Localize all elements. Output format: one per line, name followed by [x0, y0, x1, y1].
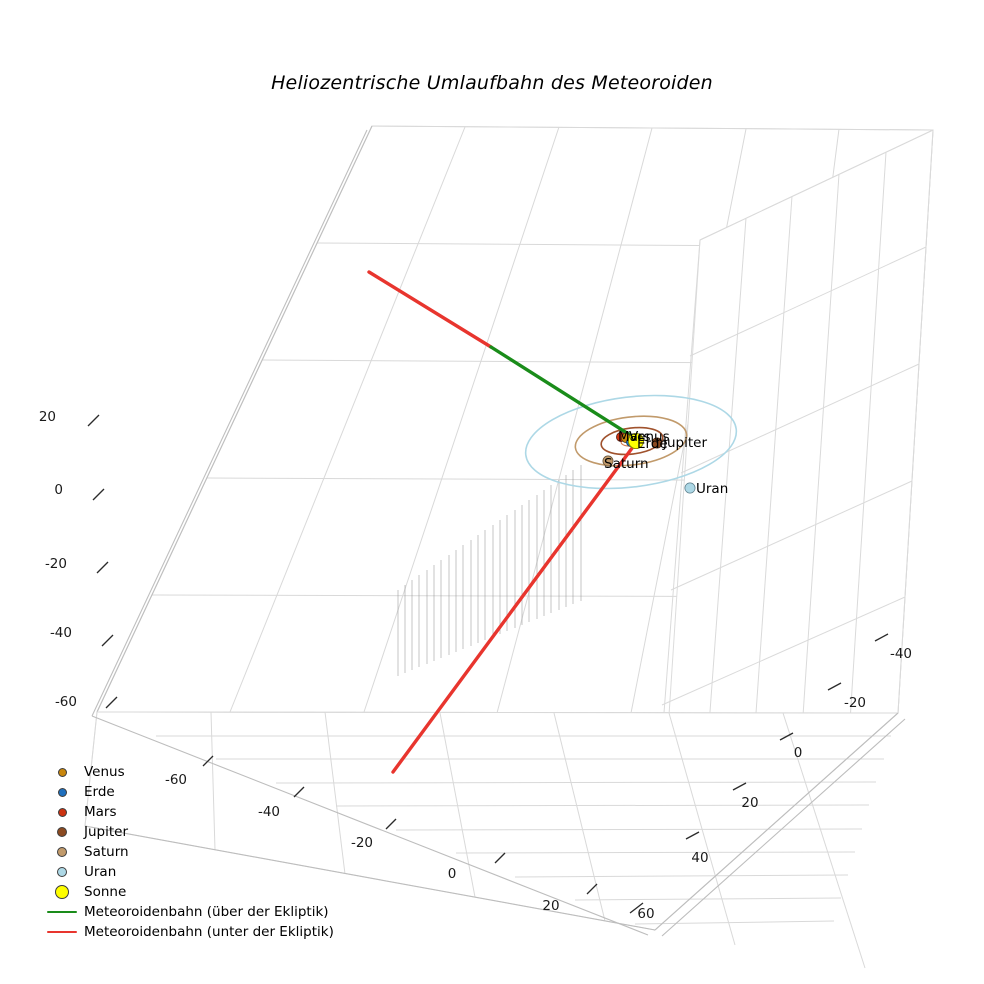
legend-label: Venus — [84, 764, 125, 780]
grid-floor — [96, 711, 899, 925]
z-tick-label: 0 — [54, 482, 63, 498]
body-label-saturn: Saturn — [604, 456, 649, 472]
legend-item-jupiter[interactable]: Jupiter — [44, 822, 334, 842]
uran-dot-icon — [44, 867, 80, 877]
sonne-dot-icon — [44, 885, 80, 899]
y-tick-label: -20 — [844, 695, 866, 711]
body-label-erde: Erde — [637, 436, 668, 452]
legend-item-uran[interactable]: Uran — [44, 862, 334, 882]
meteoroid-trajectory — [367, 270, 640, 774]
jupiter-dot-icon — [44, 827, 80, 837]
trajectory-red-upper — [367, 270, 493, 349]
celestial-bodies: Mars Venus Erde Jupiter Saturn Uran — [602, 429, 728, 497]
z-axis-tick-labels: 20 0 -20 -40 -60 — [39, 409, 77, 710]
legend-item-erde[interactable]: Erde — [44, 782, 334, 802]
x-tick-label: -60 — [165, 772, 187, 788]
axis-y-spine — [654, 712, 906, 937]
body-label-jupiter: Jupiter — [662, 435, 707, 451]
legend-label: Mars — [84, 804, 117, 820]
legend-label: Jupiter — [84, 824, 129, 840]
orbit-ellipses — [524, 394, 738, 490]
body-label-mars: Mars — [618, 429, 651, 445]
orbit-jupiter — [600, 426, 664, 456]
x-tick-label: 60 — [637, 906, 654, 922]
z-tick-label: -20 — [45, 556, 67, 572]
y-tick-label: 40 — [691, 850, 708, 866]
y-axis-tick-labels: -40 -20 0 20 40 — [691, 646, 912, 866]
legend-item-trajectory-above[interactable]: Meteoroidenbahn (über der Ekliptik) — [44, 902, 334, 922]
legend-label: Meteoroidenbahn (unter der Ekliptik) — [84, 924, 334, 940]
legend-item-mars[interactable]: Mars — [44, 802, 334, 822]
legend: Venus Erde Mars Jupiter Saturn — [44, 762, 334, 942]
marker-saturn[interactable] — [602, 455, 614, 467]
erde-dot-icon — [44, 787, 80, 797]
axis-x-spine — [84, 715, 656, 936]
legend-item-trajectory-below[interactable]: Meteoroidenbahn (unter der Ekliptik) — [44, 922, 334, 942]
red-line-icon — [44, 930, 80, 934]
body-label-uran: Uran — [696, 481, 728, 497]
axis-tick-marks — [87, 414, 889, 914]
axes3d-panes — [84, 125, 934, 969]
x-tick-label: -40 — [258, 804, 280, 820]
axis-z-spine — [91, 125, 373, 717]
z-tick-label: -60 — [55, 694, 77, 710]
trajectory-green — [489, 345, 640, 442]
legend-label: Sonne — [84, 884, 127, 900]
x-tick-label: 20 — [542, 898, 559, 914]
trajectory-red-lower — [391, 438, 640, 774]
legend-item-saturn[interactable]: Saturn — [44, 842, 334, 862]
grid-right-wall-verticals — [654, 129, 934, 832]
x-axis-tick-labels: -60 -40 -20 0 20 60 — [165, 772, 655, 922]
y-tick-label: 20 — [741, 795, 758, 811]
legend-label: Erde — [84, 784, 115, 800]
legend-label: Saturn — [84, 844, 129, 860]
orbit-saturn — [574, 415, 688, 467]
mars-dot-icon — [44, 807, 80, 817]
z-tick-label: 20 — [39, 409, 56, 425]
legend-label: Meteoroidenbahn (über der Ekliptik) — [84, 904, 329, 920]
page-title: Heliozentrische Umlaufbahn des Meteoroid… — [271, 72, 713, 94]
green-line-icon — [44, 910, 80, 914]
marker-sonne[interactable] — [627, 432, 645, 450]
y-tick-label: 0 — [794, 745, 803, 761]
body-label-venus: Venus — [629, 429, 670, 445]
saturn-dot-icon — [44, 847, 80, 857]
legend-label: Uran — [84, 864, 117, 880]
orbit-uranus — [524, 394, 738, 490]
legend-item-venus[interactable]: Venus — [44, 762, 334, 782]
legend-item-sonne[interactable]: Sonne — [44, 882, 334, 902]
x-tick-label: -20 — [351, 835, 373, 851]
venus-dot-icon — [44, 767, 80, 777]
z-tick-label: -40 — [50, 625, 72, 641]
y-tick-label: -40 — [890, 646, 912, 662]
marker-uran[interactable] — [684, 482, 696, 494]
marker-jupiter[interactable] — [651, 437, 663, 449]
x-tick-label: 0 — [448, 866, 457, 882]
